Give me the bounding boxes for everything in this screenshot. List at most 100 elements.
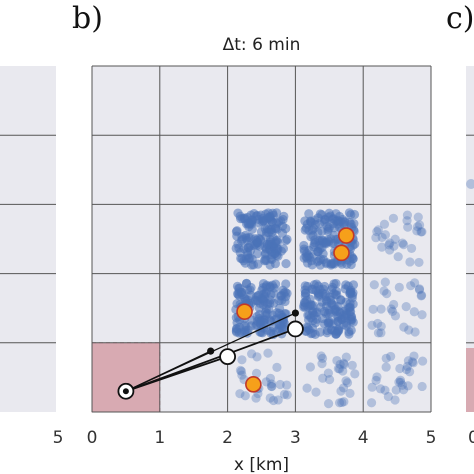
scatter-point bbox=[262, 325, 272, 335]
x-tick-label: 5 bbox=[426, 428, 437, 448]
panel-label-c: c) bbox=[446, 1, 474, 36]
scatter-point bbox=[373, 328, 384, 338]
scatter-point bbox=[336, 386, 346, 396]
scatter-point bbox=[265, 211, 275, 222]
scatter-point bbox=[237, 355, 247, 365]
scatter-point bbox=[261, 310, 271, 320]
tracks bbox=[117, 309, 304, 400]
track-end-marker bbox=[219, 348, 237, 366]
scatter-point bbox=[407, 357, 417, 367]
scatter-point bbox=[391, 385, 401, 395]
scatter-point bbox=[367, 320, 377, 330]
scatter-point bbox=[380, 277, 390, 287]
scatter-point bbox=[347, 360, 357, 370]
scatter-point bbox=[304, 209, 314, 219]
scatter-point bbox=[266, 381, 277, 391]
scatter-point bbox=[413, 212, 423, 222]
panel-label-b: b) bbox=[72, 1, 103, 36]
scatter-point bbox=[308, 316, 318, 326]
scatter-point bbox=[334, 398, 345, 408]
scatter-point bbox=[260, 254, 270, 264]
scatter-point bbox=[404, 325, 414, 335]
scatter-point bbox=[252, 352, 262, 362]
x-axis-label: x [km] bbox=[234, 455, 289, 474]
scatter-point bbox=[416, 227, 426, 237]
scatter-point bbox=[343, 281, 353, 291]
scatter-point bbox=[232, 226, 242, 236]
track-start-center bbox=[122, 388, 129, 395]
scatter-point bbox=[414, 257, 424, 268]
scatter-point bbox=[235, 365, 246, 376]
scatter-point bbox=[305, 362, 316, 372]
scatter-point bbox=[244, 219, 254, 229]
scatter-point bbox=[313, 213, 323, 223]
scatter-point bbox=[417, 310, 427, 320]
scatter-point bbox=[371, 375, 381, 385]
scatter-point bbox=[240, 258, 250, 268]
scatter-point bbox=[252, 235, 262, 246]
left-panel-x-tick: 5 bbox=[53, 428, 64, 448]
scatter-point bbox=[272, 218, 282, 228]
scatter-point bbox=[270, 259, 280, 269]
scatter-point bbox=[301, 288, 311, 298]
scatter-point bbox=[399, 322, 409, 332]
scatter-point bbox=[317, 353, 328, 363]
scatter-point bbox=[323, 399, 334, 409]
scatter-point bbox=[383, 391, 393, 402]
scatter-point bbox=[389, 241, 399, 251]
scatter-point bbox=[384, 240, 394, 250]
x-tick-label: 4 bbox=[358, 428, 369, 448]
scatter-point bbox=[376, 321, 386, 331]
scatter-point bbox=[313, 281, 324, 291]
scatter-point bbox=[382, 289, 392, 299]
chart-title: Δt: 6 min bbox=[223, 35, 301, 55]
x-tick-label: 0 bbox=[87, 428, 98, 448]
scatter-point bbox=[395, 363, 405, 374]
scatter-point bbox=[323, 368, 333, 378]
scatter-point bbox=[236, 366, 247, 377]
scatter-point bbox=[275, 379, 285, 390]
scatter-point bbox=[299, 244, 309, 254]
scatter-point bbox=[414, 285, 425, 295]
scatter-point bbox=[265, 393, 275, 403]
scatter-point bbox=[282, 234, 292, 244]
scatter-point bbox=[324, 208, 334, 218]
left-panel-background bbox=[0, 66, 56, 412]
scatter-point bbox=[402, 216, 412, 226]
highlighted-point bbox=[337, 227, 355, 244]
scatter-point bbox=[234, 287, 244, 297]
scatter-point bbox=[379, 286, 389, 296]
scatter-point bbox=[399, 240, 409, 250]
scatter-point bbox=[416, 290, 427, 300]
scatter-point bbox=[335, 359, 345, 369]
scatter-point bbox=[394, 282, 404, 292]
track-line bbox=[125, 328, 296, 393]
scatter-point bbox=[390, 311, 401, 321]
scatter-point bbox=[332, 219, 343, 229]
scatter-point bbox=[252, 320, 262, 330]
scatter-point bbox=[341, 352, 351, 362]
scatter-point bbox=[307, 225, 318, 235]
scatter-point bbox=[243, 250, 253, 260]
scatter-point bbox=[386, 351, 396, 362]
scatter-point bbox=[307, 260, 317, 270]
highlighted-point bbox=[333, 244, 350, 262]
scatter-point bbox=[332, 311, 342, 321]
scatter-point bbox=[349, 209, 360, 220]
scatter-point bbox=[251, 393, 261, 403]
right-panel-x-tick: 0 bbox=[468, 428, 474, 448]
scatter-point bbox=[401, 302, 411, 312]
scatter-point bbox=[405, 257, 415, 267]
x-tick-label: 1 bbox=[154, 428, 165, 448]
scatter-point bbox=[396, 377, 406, 387]
scatter-point bbox=[302, 383, 312, 393]
scatter-point bbox=[376, 328, 386, 338]
scatter-point bbox=[409, 351, 419, 361]
scatter-point bbox=[406, 243, 417, 254]
scatter-point bbox=[323, 235, 333, 245]
scatter-point bbox=[341, 309, 352, 319]
scatter-point bbox=[261, 231, 271, 241]
scatter-point bbox=[262, 239, 273, 249]
scatter-point bbox=[366, 398, 377, 408]
